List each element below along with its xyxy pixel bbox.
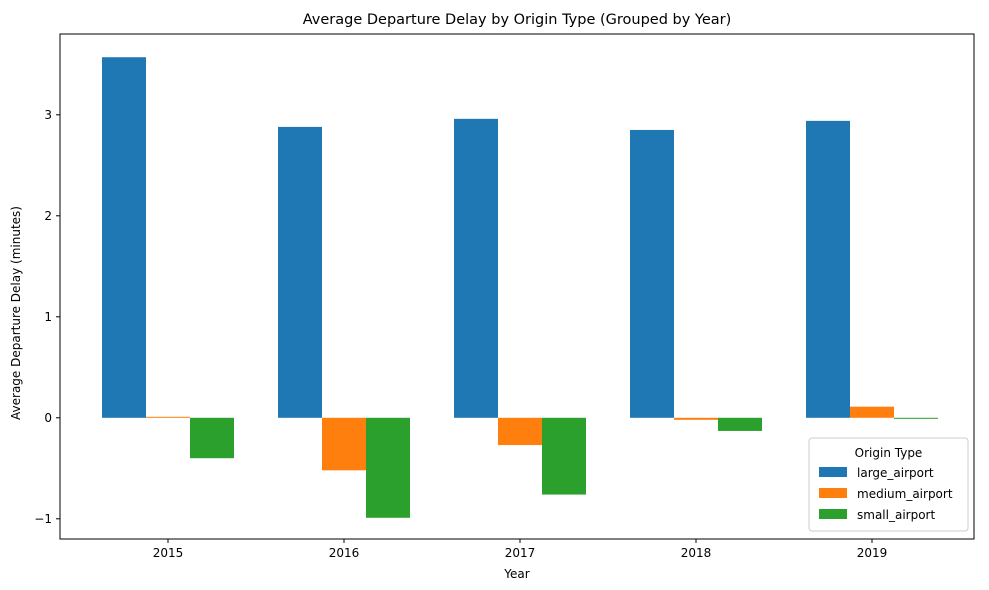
legend-swatch-large_airport <box>819 467 847 477</box>
bar-small_airport-2019 <box>894 417 938 419</box>
legend-title: Origin Type <box>855 446 923 460</box>
x-tick-label: 2015 <box>153 546 184 560</box>
bar-medium_airport-2019 <box>850 406 894 418</box>
legend-label-medium_airport: medium_airport <box>857 487 953 501</box>
bar-large_airport-2018 <box>630 129 674 418</box>
bar-large_airport-2019 <box>806 120 850 418</box>
x-tick-label: 2016 <box>329 546 360 560</box>
y-axis-label: Average Departure Delay (minutes) <box>9 206 23 420</box>
legend-label-small_airport: small_airport <box>857 508 935 522</box>
bar-medium_airport-2015 <box>146 416 190 418</box>
legend-label-large_airport: large_airport <box>857 466 934 480</box>
y-tick-label: 3 <box>44 108 52 122</box>
bar-large_airport-2016 <box>278 126 322 418</box>
bar-small_airport-2018 <box>718 417 762 431</box>
legend-swatch-small_airport <box>819 509 847 519</box>
bars-group <box>102 57 938 518</box>
bar-medium_airport-2016 <box>322 417 366 471</box>
plot-frame <box>59 33 975 540</box>
x-axis-label: Year <box>503 567 529 581</box>
bar-medium_airport-2017 <box>498 417 542 446</box>
bar-small_airport-2015 <box>190 417 234 459</box>
x-tick-label: 2018 <box>681 546 712 560</box>
y-tick-label: −1 <box>34 512 52 526</box>
y-tick-label: 1 <box>44 310 52 324</box>
y-tick-label: 2 <box>44 209 52 223</box>
bar-small_airport-2016 <box>366 417 410 518</box>
y-tick-label: 0 <box>44 411 52 425</box>
legend: Origin Type large_airport medium_airportsm… <box>808 437 969 532</box>
legend-swatch-medium_airport <box>819 488 847 498</box>
x-tick-label: 2019 <box>857 546 888 560</box>
bar-small_airport-2017 <box>542 417 586 495</box>
chart-title: Average Departure Delay by Origin Type (… <box>303 12 732 28</box>
legend-box <box>808 437 969 532</box>
x-tick-label: 2017 <box>505 546 536 560</box>
bar-large_airport-2015 <box>102 57 146 418</box>
axes-group: −1 0 1 2 3 2015 2016 2017 2018 2019 <box>34 33 975 560</box>
bar-medium_airport-2018 <box>674 417 718 420</box>
bar-large_airport-2017 <box>454 118 498 418</box>
